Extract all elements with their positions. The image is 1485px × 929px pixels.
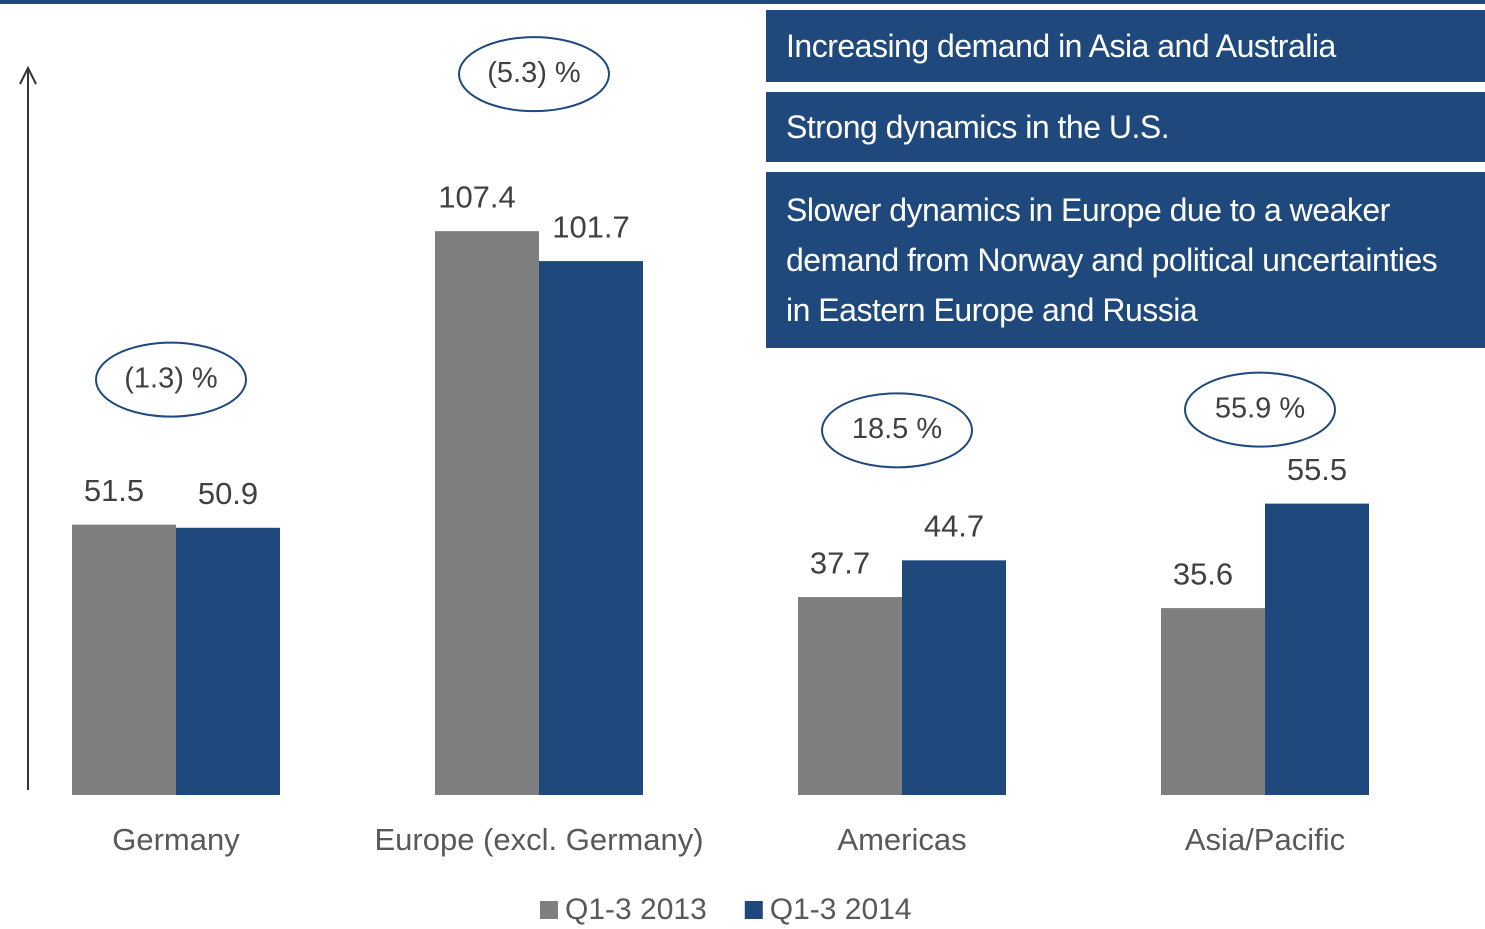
legend-label: Q1-3 2014 [770, 893, 912, 926]
value-label: 107.4 [438, 179, 516, 214]
text-box: Slower dynamics in Europe due to a weake… [766, 172, 1485, 348]
x-tick-label: Americas [837, 822, 966, 857]
annotation: 55.9 % [1215, 392, 1305, 424]
value-label: 101.7 [552, 209, 630, 244]
bar [1265, 503, 1369, 795]
top-border [0, 0, 1485, 4]
bar [902, 560, 1006, 795]
legend-swatch [540, 901, 558, 919]
bar [1161, 608, 1265, 795]
legend-label: Q1-3 2013 [565, 893, 707, 926]
value-label: 37.7 [810, 545, 870, 580]
value-label: 35.6 [1173, 556, 1233, 591]
annotation: (1.3) % [124, 362, 217, 394]
value-label: 50.9 [198, 476, 258, 511]
annotation: (5.3) % [487, 57, 580, 89]
annotation: 18.5 % [852, 413, 942, 445]
bar [539, 261, 643, 795]
annotation-ellipse [95, 341, 247, 418]
value-label: 51.5 [84, 473, 144, 508]
annotation-ellipse [1184, 371, 1336, 448]
bar [435, 231, 539, 795]
y-axis-arrowhead [19, 65, 37, 85]
x-tick-label: Asia/Pacific [1185, 822, 1345, 857]
bar [72, 524, 176, 795]
bar [176, 527, 280, 795]
value-label: 44.7 [924, 509, 984, 544]
x-tick-label: Europe (excl. Germany) [374, 822, 703, 857]
bar [798, 597, 902, 795]
legend-swatch [744, 901, 763, 919]
x-tick-label: Germany [112, 822, 240, 857]
annotation-ellipse [821, 392, 973, 469]
text-box: Strong dynamics in the U.S. [766, 92, 1485, 162]
annotation-ellipse [458, 36, 610, 113]
value-label: 55.5 [1287, 452, 1347, 487]
text-box: Increasing demand in Asia and Australia [766, 10, 1485, 82]
